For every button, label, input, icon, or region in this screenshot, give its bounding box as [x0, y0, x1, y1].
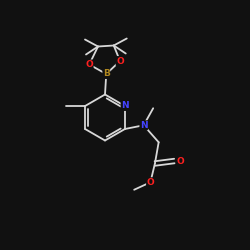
Text: O: O — [116, 56, 124, 66]
Text: B: B — [103, 70, 110, 78]
Text: N: N — [140, 121, 147, 130]
Text: N: N — [121, 102, 129, 110]
Text: O: O — [146, 178, 154, 187]
Text: O: O — [86, 60, 93, 69]
Text: O: O — [176, 156, 184, 166]
